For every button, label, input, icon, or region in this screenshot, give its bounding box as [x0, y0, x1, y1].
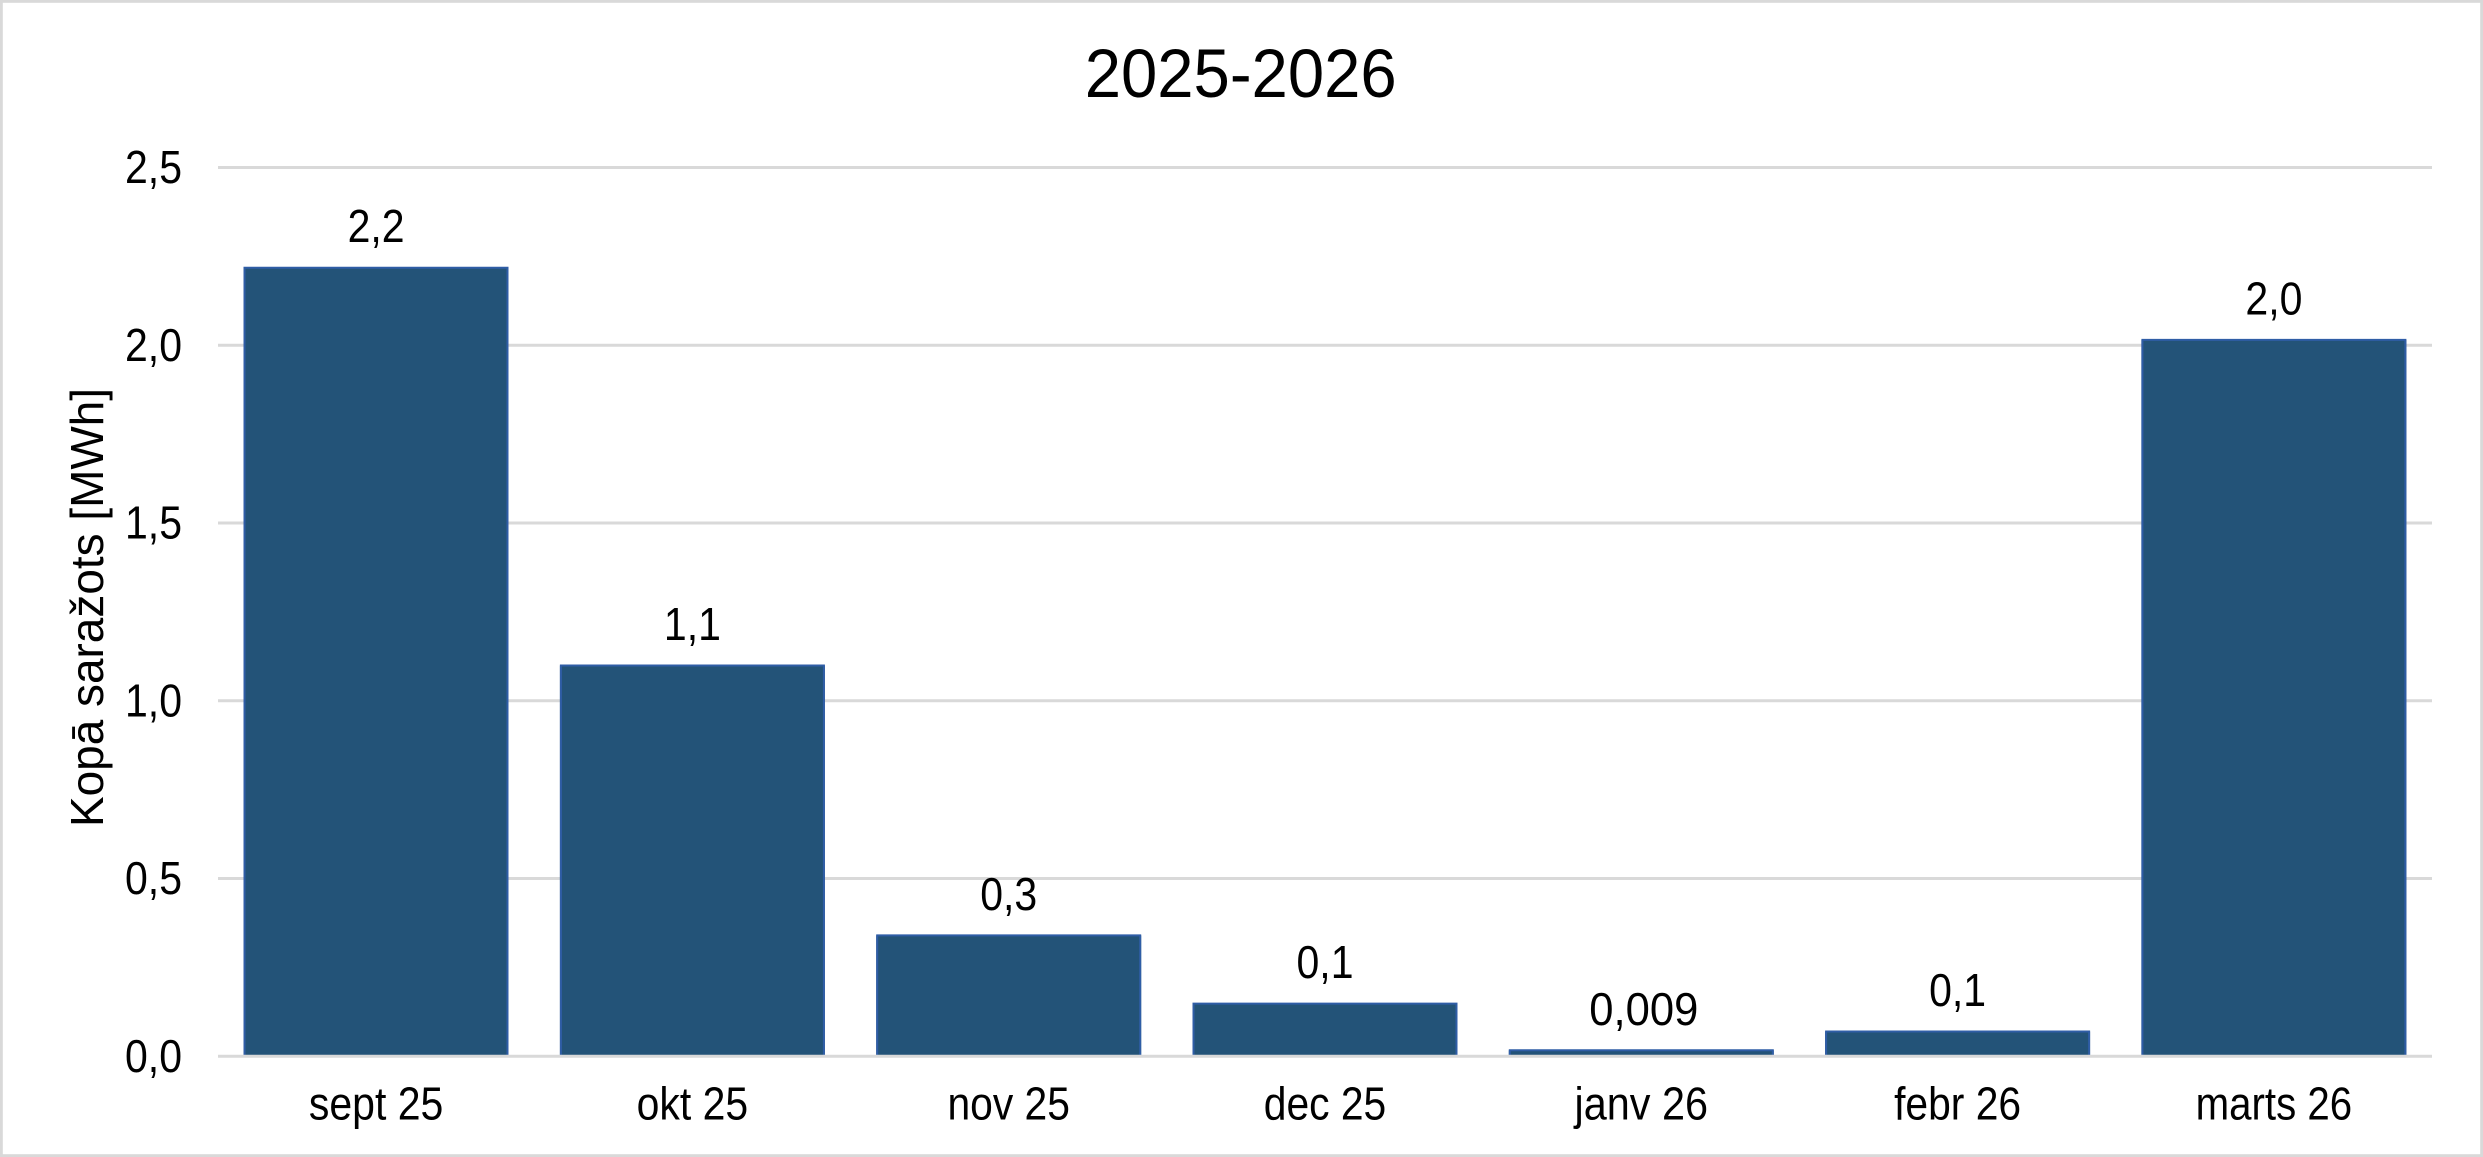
svg-text:sept 25: sept 25 [309, 1078, 444, 1130]
svg-text:0,0: 0,0 [125, 1030, 182, 1082]
svg-text:febr 26: febr 26 [1894, 1078, 2021, 1130]
svg-text:0,009: 0,009 [1589, 983, 1698, 1035]
svg-text:2,2: 2,2 [348, 200, 405, 252]
svg-text:0,1: 0,1 [1929, 964, 1986, 1016]
svg-text:dec 25: dec 25 [1264, 1078, 1387, 1130]
svg-text:0,3: 0,3 [980, 868, 1037, 920]
svg-text:janv 26: janv 26 [1573, 1078, 1708, 1130]
svg-text:nov 25: nov 25 [947, 1078, 1070, 1130]
svg-text:1,1: 1,1 [664, 598, 721, 650]
svg-text:0,5: 0,5 [125, 852, 182, 904]
svg-text:2,0: 2,0 [125, 319, 182, 371]
svg-text:1,5: 1,5 [125, 497, 182, 549]
svg-text:2,0: 2,0 [2245, 272, 2302, 324]
svg-text:2025-2026: 2025-2026 [1085, 35, 1397, 112]
svg-text:marts 26: marts 26 [2196, 1078, 2353, 1130]
svg-text:okt 25: okt 25 [637, 1078, 749, 1130]
svg-text:Kopā saražots [MWh]: Kopā saražots [MWh] [61, 388, 113, 827]
svg-text:2,5: 2,5 [125, 141, 182, 193]
svg-text:1,0: 1,0 [125, 675, 182, 727]
svg-text:0,1: 0,1 [1297, 936, 1354, 988]
